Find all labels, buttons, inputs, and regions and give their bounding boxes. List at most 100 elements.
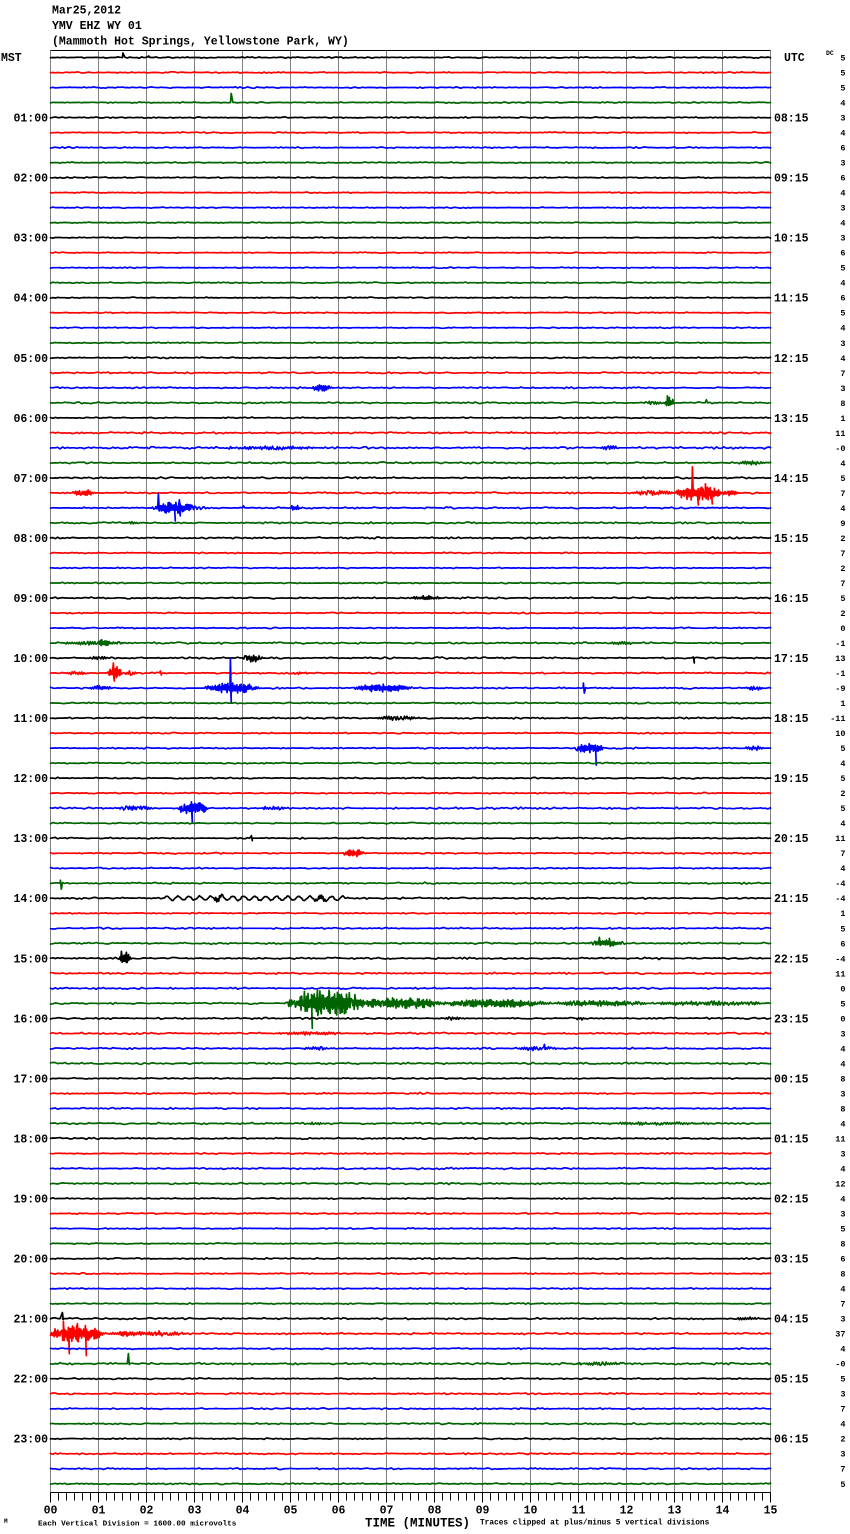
svg-text:7: 7 xyxy=(840,489,845,499)
svg-text:08: 08 xyxy=(428,1505,442,1518)
svg-text:5: 5 xyxy=(840,1375,845,1385)
svg-text:4: 4 xyxy=(840,459,845,469)
svg-text:7: 7 xyxy=(840,1300,845,1310)
svg-text:0: 0 xyxy=(840,624,845,634)
svg-text:7: 7 xyxy=(840,849,845,859)
svg-text:5: 5 xyxy=(840,69,845,79)
svg-text:15: 15 xyxy=(764,1505,778,1518)
svg-text:12: 12 xyxy=(620,1505,634,1518)
svg-text:19:15: 19:15 xyxy=(774,773,809,786)
svg-text:04: 04 xyxy=(236,1505,250,1518)
svg-text:13:00: 13:00 xyxy=(13,833,48,846)
svg-text:5: 5 xyxy=(840,1480,845,1490)
svg-text:22:15: 22:15 xyxy=(774,953,809,966)
svg-text:3: 3 xyxy=(840,1029,845,1039)
svg-text:1: 1 xyxy=(840,699,845,709)
svg-text:05:15: 05:15 xyxy=(774,1374,809,1387)
svg-text:6: 6 xyxy=(840,294,845,304)
svg-text:5: 5 xyxy=(840,264,845,274)
svg-text:04:00: 04:00 xyxy=(13,293,48,306)
svg-text:05: 05 xyxy=(284,1505,298,1518)
svg-text:12:00: 12:00 xyxy=(13,773,48,786)
svg-text:3: 3 xyxy=(840,1450,845,1460)
svg-text:5: 5 xyxy=(840,999,845,1009)
svg-text:05:00: 05:00 xyxy=(13,353,48,366)
svg-text:3: 3 xyxy=(840,384,845,394)
svg-text:0: 0 xyxy=(840,1014,845,1024)
svg-text:09:15: 09:15 xyxy=(774,173,809,186)
svg-text:4: 4 xyxy=(840,219,845,229)
svg-text:04:15: 04:15 xyxy=(774,1314,809,1327)
svg-text:4: 4 xyxy=(840,354,845,364)
svg-text:5: 5 xyxy=(840,774,845,784)
svg-text:00:15: 00:15 xyxy=(774,1073,809,1086)
svg-text:08:00: 08:00 xyxy=(13,533,48,546)
svg-text:4: 4 xyxy=(840,1420,845,1430)
svg-text:13:15: 13:15 xyxy=(774,413,809,426)
svg-text:Each Vertical Division = 1600.: Each Vertical Division = 1600.00 microvo… xyxy=(38,1521,237,1529)
svg-text:06:15: 06:15 xyxy=(774,1434,809,1447)
svg-text:1: 1 xyxy=(840,414,845,424)
svg-text:4: 4 xyxy=(840,1165,845,1175)
svg-text:21:00: 21:00 xyxy=(13,1314,48,1327)
svg-text:18:00: 18:00 xyxy=(13,1133,48,1146)
svg-text:03:00: 03:00 xyxy=(13,233,48,246)
svg-text:5: 5 xyxy=(840,744,845,754)
svg-text:6: 6 xyxy=(840,144,845,154)
svg-text:01:00: 01:00 xyxy=(13,113,48,126)
svg-text:2: 2 xyxy=(840,534,845,544)
svg-text:23:15: 23:15 xyxy=(774,1013,809,1026)
svg-text:YMV EHZ WY 01: YMV EHZ WY 01 xyxy=(52,20,142,33)
svg-text:4: 4 xyxy=(840,1119,845,1129)
svg-text:3: 3 xyxy=(840,204,845,214)
svg-text:(Mammoth Hot Springs, Yellowst: (Mammoth Hot Springs, Yellowstone Park, … xyxy=(52,36,349,49)
svg-text:18:15: 18:15 xyxy=(774,713,809,726)
svg-text:4: 4 xyxy=(840,864,845,874)
svg-text:01:15: 01:15 xyxy=(774,1133,809,1146)
svg-text:02:00: 02:00 xyxy=(13,173,48,186)
svg-text:07: 07 xyxy=(380,1505,394,1518)
svg-text:3: 3 xyxy=(840,114,845,124)
svg-text:3: 3 xyxy=(840,1315,845,1325)
svg-text:5: 5 xyxy=(840,54,845,64)
svg-text:4: 4 xyxy=(840,1195,845,1205)
svg-text:7: 7 xyxy=(840,1465,845,1475)
svg-text:15:15: 15:15 xyxy=(774,533,809,546)
svg-text:6: 6 xyxy=(840,174,845,184)
svg-text:7: 7 xyxy=(840,579,845,589)
svg-text:11: 11 xyxy=(835,1134,845,1144)
svg-text:5: 5 xyxy=(840,84,845,94)
svg-text:16:15: 16:15 xyxy=(774,593,809,606)
svg-text:4: 4 xyxy=(840,324,845,334)
svg-text:6: 6 xyxy=(840,939,845,949)
svg-text:-0: -0 xyxy=(835,1360,845,1370)
svg-text:11: 11 xyxy=(572,1505,586,1518)
svg-text:4: 4 xyxy=(840,279,845,289)
svg-text:8: 8 xyxy=(840,1074,845,1084)
svg-text:3: 3 xyxy=(840,1210,845,1220)
svg-text:-1: -1 xyxy=(835,639,845,649)
svg-text:11:00: 11:00 xyxy=(13,713,48,726)
svg-text:5: 5 xyxy=(840,474,845,484)
svg-text:15:00: 15:00 xyxy=(13,953,48,966)
svg-text:11: 11 xyxy=(835,834,845,844)
svg-text:8: 8 xyxy=(840,1270,845,1280)
svg-text:14:15: 14:15 xyxy=(774,473,809,486)
svg-text:17:15: 17:15 xyxy=(774,653,809,666)
svg-text:2: 2 xyxy=(840,789,845,799)
svg-text:02:15: 02:15 xyxy=(774,1194,809,1207)
svg-text:3: 3 xyxy=(840,1089,845,1099)
svg-text:8: 8 xyxy=(840,1240,845,1250)
svg-text:-4: -4 xyxy=(835,894,845,904)
svg-text:10:00: 10:00 xyxy=(13,653,48,666)
svg-text:19:00: 19:00 xyxy=(13,1194,48,1207)
svg-text:7: 7 xyxy=(840,1405,845,1415)
svg-text:4: 4 xyxy=(840,759,845,769)
svg-text:11: 11 xyxy=(835,429,845,439)
svg-text:01: 01 xyxy=(92,1505,106,1518)
svg-text:7: 7 xyxy=(840,369,845,379)
svg-text:09:00: 09:00 xyxy=(13,593,48,606)
svg-text:UTC: UTC xyxy=(784,52,805,65)
svg-text:8: 8 xyxy=(840,399,845,409)
svg-text:13: 13 xyxy=(835,654,845,664)
